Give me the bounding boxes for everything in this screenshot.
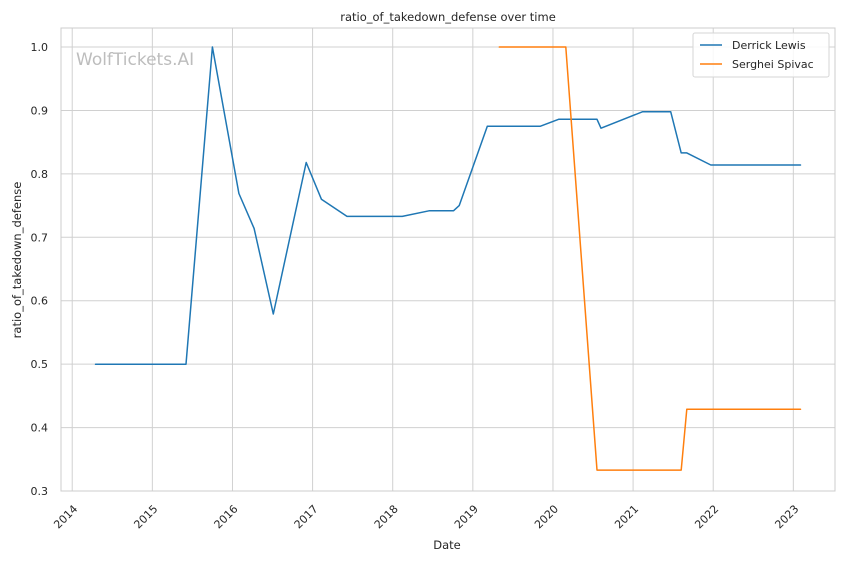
y-tick-label: 0.7: [31, 231, 49, 244]
legend: Derrick Lewis Serghei Spivac: [692, 32, 830, 78]
x-tick-label: 2023: [772, 502, 801, 531]
series-lines: [94, 46, 802, 471]
x-axis-label: Date: [433, 538, 461, 552]
plot-frame: [60, 27, 836, 492]
y-axis-label: ratio_of_takedown_defense: [10, 182, 24, 339]
chart-title: ratio_of_takedown_defense over time: [340, 10, 556, 24]
legend-label: Serghei Spivac: [732, 58, 814, 71]
plot-area-background: [61, 28, 835, 491]
x-tick-label: 2015: [131, 502, 160, 531]
y-tick-label: 0.3: [31, 485, 49, 498]
y-tick-label: 0.5: [31, 358, 49, 371]
legend-label: Derrick Lewis: [732, 39, 806, 52]
y-tick-label: 0.8: [31, 168, 49, 181]
x-tick-label: 2014: [51, 502, 80, 531]
y-tick-label: 0.4: [31, 422, 49, 435]
watermark-text: WolfTickets.AI: [76, 50, 194, 70]
x-tick-label: 2020: [532, 502, 561, 531]
series-line-derrick-lewis: [94, 46, 802, 365]
y-tick-labels: 0.3 0.4 0.5 0.6 0.7 0.8 0.9 1.0: [31, 41, 49, 498]
y-tick-label: 1.0: [31, 41, 49, 54]
series-line-serghei-spivac: [498, 46, 802, 471]
x-tick-label: 2019: [452, 502, 481, 531]
x-tick-labels: 2014 2015 2016 2017 2018 2019 2020 2021 2022 2023: [51, 502, 801, 531]
x-tick-label: 2017: [292, 502, 321, 531]
x-tick-label: 2018: [372, 502, 401, 531]
x-tick-label: 2022: [692, 502, 721, 531]
legend-box: [692, 32, 830, 78]
y-tick-label: 0.9: [31, 104, 49, 117]
x-tick-label: 2016: [212, 502, 241, 531]
x-tick-label: 2021: [612, 502, 641, 531]
y-tick-label: 0.6: [31, 295, 49, 308]
